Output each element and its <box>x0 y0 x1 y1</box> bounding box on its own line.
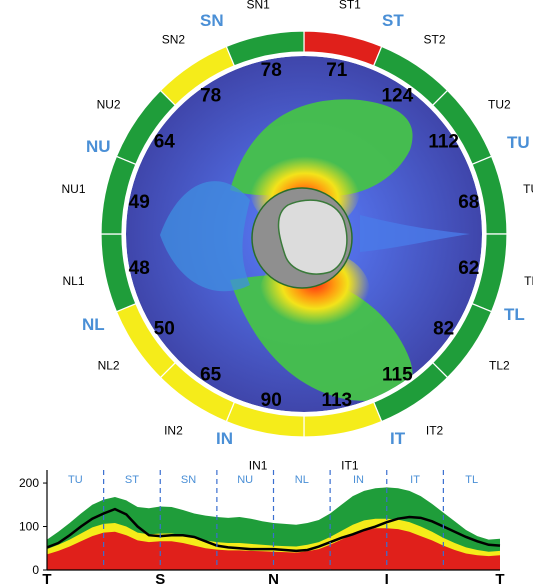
profile-region-label-it: IT <box>410 474 420 486</box>
sector-name-st2: ST2 <box>424 33 446 47</box>
quadrant-label-in: IN <box>216 429 233 448</box>
sector-name-in1: IN1 <box>249 458 268 472</box>
sector-name-sn1: SN1 <box>246 0 270 12</box>
sector-value-nu2: 64 <box>154 132 176 153</box>
profile-region-label-tl: TL <box>465 474 478 486</box>
profile-x-tick-label-4: T <box>495 571 504 586</box>
profile-band-red <box>47 528 500 570</box>
sector-name-nu1: NU1 <box>62 182 86 196</box>
sector-sn1 <box>225 30 305 67</box>
sector-name-tu2: TU2 <box>488 97 511 111</box>
inner-separator <box>122 52 486 416</box>
sector-name-st1: ST1 <box>339 0 361 12</box>
sector-name-it2: IT2 <box>426 423 444 437</box>
sector-name-nu2: NU2 <box>97 97 121 111</box>
sector-value-sn1: 78 <box>261 60 282 81</box>
sector-labels: 71 ST1 124 ST2 112 TU2 68 TU1 62 TL1 82 TL2 115 IT2 11… <box>62 0 533 472</box>
profile-x-tick-label-1: S <box>155 571 165 586</box>
sector-value-st1: 71 <box>326 60 348 81</box>
sector-value-in1: 90 <box>261 390 282 411</box>
profile-x-tick-label-2: N <box>268 571 279 586</box>
profile-y-tick-label: 200 <box>19 476 39 490</box>
quadrant-label-st: ST <box>382 11 404 30</box>
sector-value-nl2: 50 <box>154 318 175 339</box>
sector-value-nu1: 49 <box>129 192 150 213</box>
map-lightblue-nasal <box>160 181 250 292</box>
sector-value-tu2: 112 <box>428 132 459 153</box>
sector-name-tl1: TL1 <box>524 274 533 288</box>
map-blue-temporal <box>360 215 470 252</box>
sector-value-sn2: 78 <box>200 85 221 106</box>
sector-value-nl1: 48 <box>129 258 150 279</box>
quadrant-label-nl: NL <box>82 315 105 334</box>
sector-name-sn2: SN2 <box>162 33 186 47</box>
profile-y-tick-label: 0 <box>32 563 39 577</box>
sector-name-tl2: TL2 <box>489 359 510 373</box>
sector-name-it1: IT1 <box>341 458 359 472</box>
sector-value-tl1: 62 <box>458 258 479 279</box>
sector-value-tl2: 82 <box>433 318 454 339</box>
sector-value-it1: 113 <box>321 390 352 411</box>
profile-x-tick-label-3: I <box>385 571 389 586</box>
profile-region-label-tu: TU <box>68 474 83 486</box>
sector-value-in2: 65 <box>200 365 222 386</box>
quadrant-labels: SN ST TU TL IT IN NL NU <box>82 11 530 448</box>
profile-region-label-sn: SN <box>181 474 196 486</box>
optic-cup <box>277 199 348 275</box>
sector-name-in2: IN2 <box>164 423 183 437</box>
sector-name-tu1: TU1 <box>523 182 533 196</box>
quadrant-label-it: IT <box>390 429 406 448</box>
profile-x-tick-label-0: T <box>42 571 51 586</box>
sector-value-st2: 124 <box>381 85 413 106</box>
sector-name-nl2: NL2 <box>98 359 120 373</box>
sector-value-tu1: 68 <box>458 192 479 213</box>
profile-region-label-st: ST <box>125 474 139 486</box>
sector-value-it2: 115 <box>382 365 413 386</box>
sector-name-nl1: NL1 <box>63 274 85 288</box>
quadrant-label-sn: SN <box>200 11 224 30</box>
profile-region-label-in: IN <box>353 474 364 486</box>
sector-ring <box>100 30 508 438</box>
quadrant-label-tu: TU <box>507 133 530 152</box>
profile-y-tick-label: 100 <box>19 520 39 534</box>
profile-region-label-nu: NU <box>237 474 253 486</box>
quadrant-label-tl: TL <box>504 305 525 324</box>
quadrant-label-nu: NU <box>86 137 111 156</box>
profile-line-measured <box>46 507 501 553</box>
profile-region-label-nl: NL <box>295 474 309 486</box>
